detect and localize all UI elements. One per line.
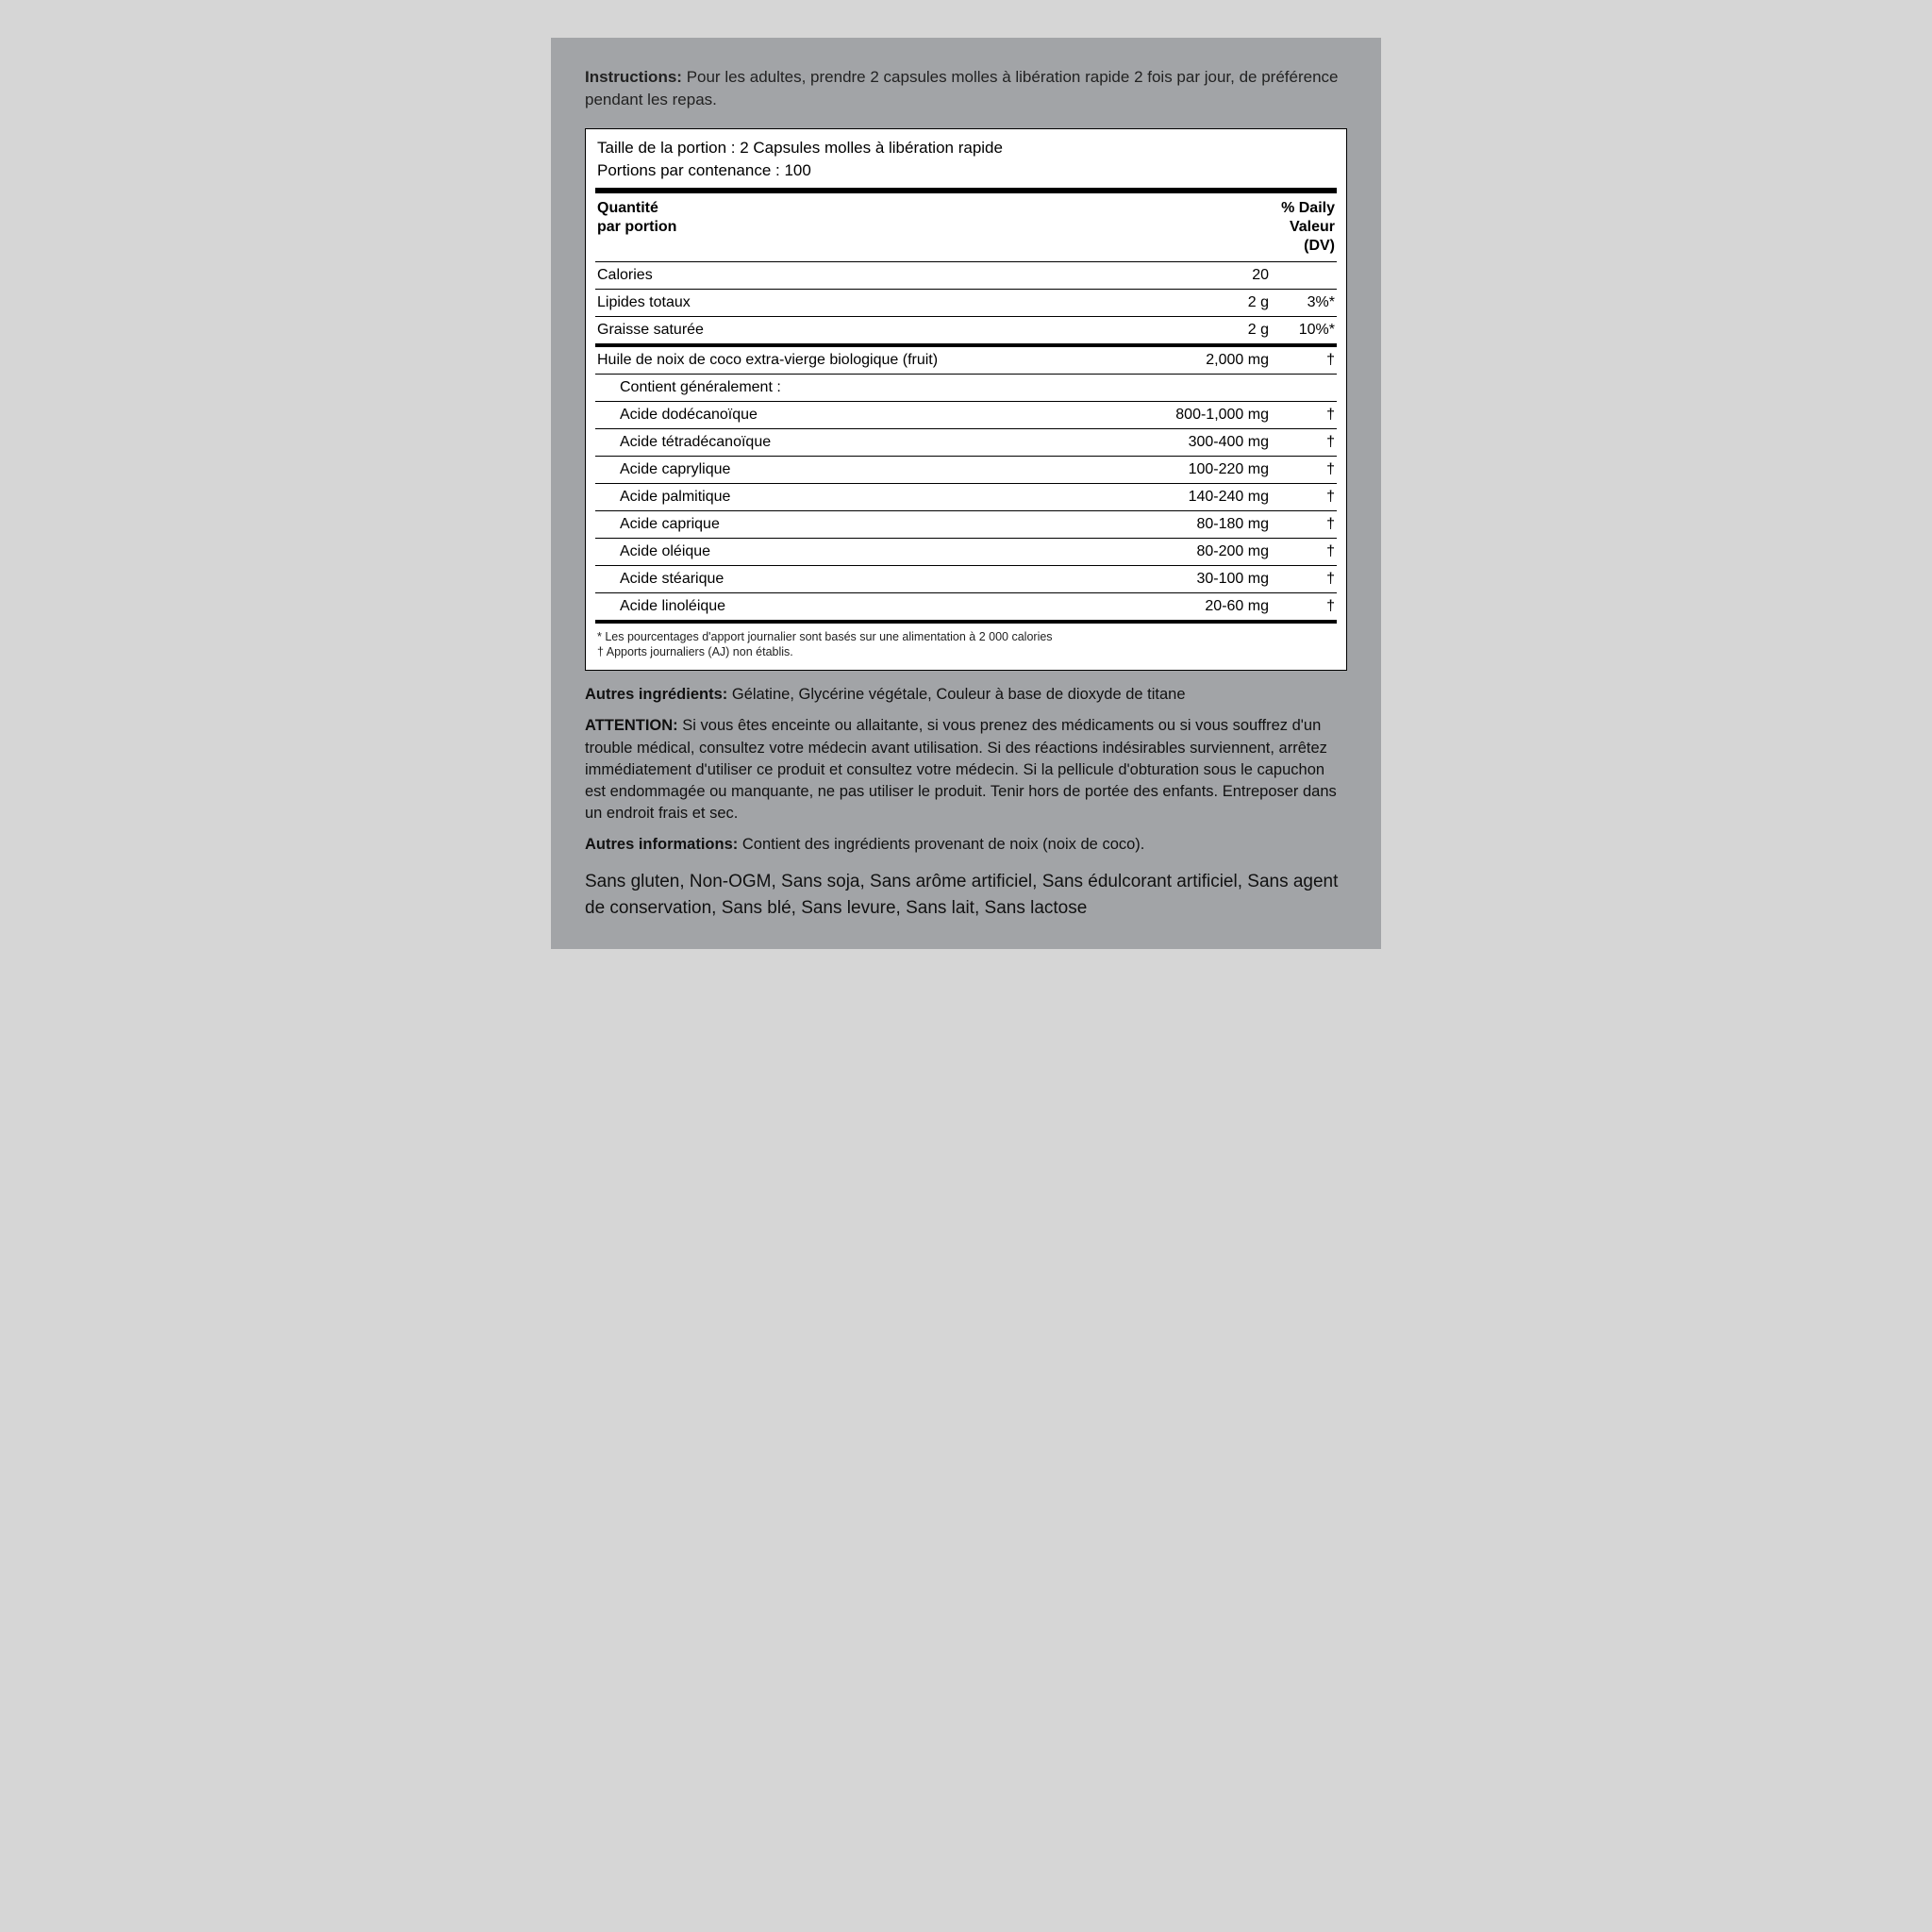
nutrient-dv: † bbox=[1269, 407, 1335, 424]
table-row: Acide linoléique 20-60 mg † bbox=[595, 593, 1337, 620]
table-row: Acide oléique 80-200 mg † bbox=[595, 539, 1337, 565]
footnote-a: * Les pourcentages d'apport journalier s… bbox=[597, 629, 1335, 645]
other-info-label: Autres informations: bbox=[585, 836, 738, 853]
footnotes: * Les pourcentages d'apport journalier s… bbox=[595, 624, 1337, 661]
attention-label: ATTENTION: bbox=[585, 717, 678, 734]
nutrient-dv: † bbox=[1269, 571, 1335, 588]
nutrient-name: Huile de noix de coco extra-vierge biolo… bbox=[597, 352, 1127, 369]
table-row: Graisse saturée 2 g 10%* bbox=[595, 317, 1337, 343]
nutrient-name: Acide caprique bbox=[597, 516, 1127, 533]
table-row: Lipides totaux 2 g 3%* bbox=[595, 290, 1337, 316]
table-row: Acide caprylique 100-220 mg † bbox=[595, 457, 1337, 483]
nutrient-amount: 80-180 mg bbox=[1127, 516, 1269, 533]
col-amount-l2: par portion bbox=[597, 219, 676, 235]
serving-size: Taille de la portion : 2 Capsules molles… bbox=[595, 137, 1337, 159]
nutrient-dv: 3%* bbox=[1269, 294, 1335, 311]
dietary-claims: Sans gluten, Non-OGM, Sans soja, Sans ar… bbox=[585, 869, 1347, 921]
nutrient-name: Acide stéarique bbox=[597, 571, 1127, 588]
nutrient-name: Lipides totaux bbox=[597, 294, 1127, 311]
col-dv-l2: Valeur bbox=[1290, 219, 1335, 235]
col-dv: % Daily Valeur (DV) bbox=[1281, 199, 1335, 256]
table-row: Acide tétradécanoïque 300-400 mg † bbox=[595, 429, 1337, 456]
nutrient-amount: 2 g bbox=[1127, 322, 1269, 339]
nutrient-amount: 80-200 mg bbox=[1127, 543, 1269, 560]
other-ingredients-text: Gélatine, Glycérine végétale, Couleur à … bbox=[732, 686, 1186, 703]
table-header: Quantité par portion % Daily Valeur (DV) bbox=[595, 193, 1337, 261]
table-row: Acide dodécanoïque 800-1,000 mg † bbox=[595, 402, 1337, 428]
nutrient-dv: † bbox=[1269, 352, 1335, 369]
nutrient-dv: 10%* bbox=[1269, 322, 1335, 339]
nutrient-amount: 800-1,000 mg bbox=[1127, 407, 1269, 424]
nutrient-name: Acide tétradécanoïque bbox=[597, 434, 1127, 451]
nutrient-dv: † bbox=[1269, 434, 1335, 451]
nutrient-amount: 300-400 mg bbox=[1127, 434, 1269, 451]
nutrient-name: Acide dodécanoïque bbox=[597, 407, 1127, 424]
nutrient-name: Acide oléique bbox=[597, 543, 1127, 560]
other-ingredients-label: Autres ingrédients: bbox=[585, 686, 727, 703]
servings-per-container: Portions par contenance : 100 bbox=[595, 159, 1337, 182]
col-dv-l1: % Daily bbox=[1281, 200, 1335, 216]
below-panel: Autres ingrédients: Gélatine, Glycérine … bbox=[585, 684, 1347, 856]
nutrient-amount: 140-240 mg bbox=[1127, 489, 1269, 506]
nutrient-dv: † bbox=[1269, 598, 1335, 615]
table-row: Acide palmitique 140-240 mg † bbox=[595, 484, 1337, 510]
nutrient-dv: † bbox=[1269, 461, 1335, 478]
nutrient-amount: 20-60 mg bbox=[1127, 598, 1269, 615]
instructions-text: Pour les adultes, prendre 2 capsules mol… bbox=[585, 68, 1338, 108]
nutrient-amount: 2 g bbox=[1127, 294, 1269, 311]
nutrient-name: Acide linoléique bbox=[597, 598, 1127, 615]
nutrient-amount: 2,000 mg bbox=[1127, 352, 1269, 369]
other-info: Autres informations: Contient des ingréd… bbox=[585, 834, 1347, 856]
table-row: Calories 20 bbox=[595, 262, 1337, 289]
footnote-b: † Apports journaliers (AJ) non établis. bbox=[597, 644, 1335, 660]
label-panel: Instructions: Pour les adultes, prendre … bbox=[551, 38, 1381, 949]
nutrient-dv: † bbox=[1269, 489, 1335, 506]
instructions: Instructions: Pour les adultes, prendre … bbox=[585, 66, 1347, 111]
nutrient-dv: † bbox=[1269, 543, 1335, 560]
col-amount: Quantité par portion bbox=[597, 199, 676, 256]
table-row: Acide caprique 80-180 mg † bbox=[595, 511, 1337, 538]
nutrient-amount: 100-220 mg bbox=[1127, 461, 1269, 478]
nutrient-name: Acide caprylique bbox=[597, 461, 1127, 478]
nutrient-name: Acide palmitique bbox=[597, 489, 1127, 506]
nutrient-amount: 20 bbox=[1127, 267, 1269, 284]
other-ingredients: Autres ingrédients: Gélatine, Glycérine … bbox=[585, 684, 1347, 706]
nutrient-dv: † bbox=[1269, 516, 1335, 533]
supplement-facts-table: Taille de la portion : 2 Capsules molles… bbox=[585, 128, 1347, 672]
nutrient-name: Contient généralement : bbox=[597, 379, 1127, 396]
other-info-text: Contient des ingrédients provenant de no… bbox=[742, 836, 1145, 853]
nutrient-name: Calories bbox=[597, 267, 1127, 284]
table-row: Contient généralement : bbox=[595, 375, 1337, 401]
table-row: Huile de noix de coco extra-vierge biolo… bbox=[595, 347, 1337, 374]
col-amount-l1: Quantité bbox=[597, 200, 658, 216]
attention: ATTENTION: Si vous êtes enceinte ou alla… bbox=[585, 715, 1347, 824]
instructions-label: Instructions: bbox=[585, 68, 682, 86]
attention-text: Si vous êtes enceinte ou allaitante, si … bbox=[585, 717, 1337, 821]
col-dv-l3: (DV) bbox=[1304, 238, 1335, 254]
table-row: Acide stéarique 30-100 mg † bbox=[595, 566, 1337, 592]
nutrient-amount: 30-100 mg bbox=[1127, 571, 1269, 588]
nutrient-name: Graisse saturée bbox=[597, 322, 1127, 339]
